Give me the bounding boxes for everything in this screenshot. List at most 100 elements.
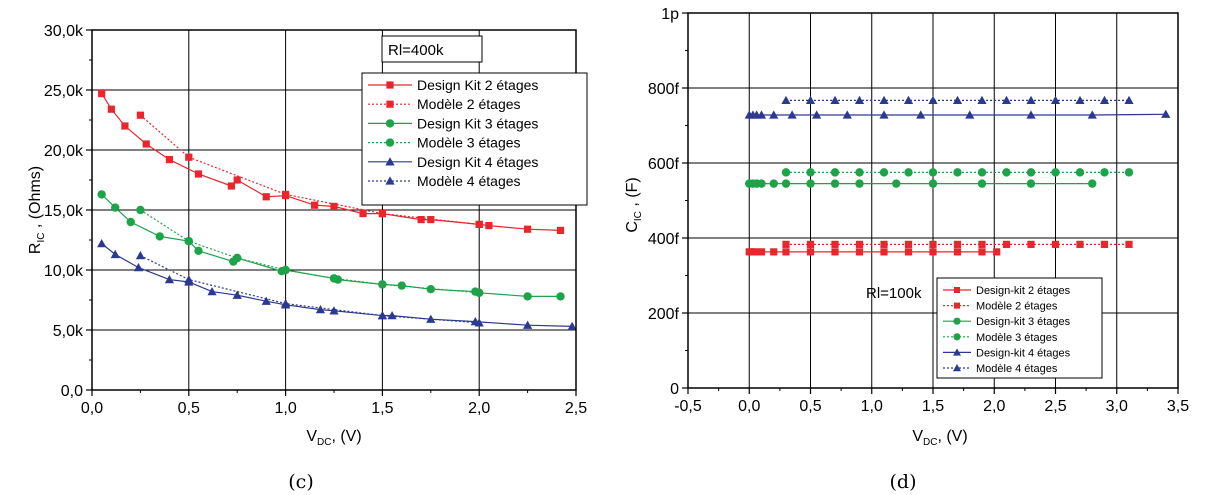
data-point bbox=[184, 237, 193, 246]
data-point bbox=[928, 95, 938, 105]
data-point bbox=[311, 201, 319, 209]
data-point bbox=[261, 296, 271, 305]
data-point bbox=[185, 153, 193, 161]
data-point bbox=[781, 168, 791, 177]
data-point bbox=[769, 110, 779, 119]
data-point bbox=[359, 210, 367, 218]
data-point bbox=[1088, 179, 1097, 188]
x-tick-label: 2,0 bbox=[468, 400, 490, 417]
data-point bbox=[1124, 95, 1134, 105]
data-point bbox=[329, 306, 339, 315]
y-tick-label: 25,0k bbox=[44, 83, 84, 100]
data-point bbox=[977, 168, 987, 177]
y-tick-label: 30,0k bbox=[44, 23, 84, 40]
data-point bbox=[417, 216, 425, 224]
data-point bbox=[751, 248, 759, 256]
data-point bbox=[475, 288, 484, 297]
data-point bbox=[194, 246, 203, 255]
series-6 bbox=[781, 95, 1134, 105]
data-point bbox=[377, 311, 387, 320]
chart-c-xlabel: VDC, (V) bbox=[306, 428, 361, 448]
data-point bbox=[110, 249, 120, 259]
data-point bbox=[387, 311, 397, 320]
data-point bbox=[282, 190, 290, 198]
data-point bbox=[1002, 240, 1011, 248]
data-point bbox=[831, 248, 839, 256]
x-tick-label: 1,0 bbox=[274, 400, 296, 417]
y-tick-label: 0 bbox=[670, 381, 679, 398]
legend-label: Design Kit 2 étages bbox=[417, 77, 538, 93]
series-4 bbox=[136, 205, 484, 297]
data-point bbox=[121, 122, 129, 130]
data-point bbox=[806, 240, 815, 248]
data-point bbox=[524, 225, 532, 233]
data-point bbox=[556, 226, 565, 234]
data-point bbox=[842, 110, 852, 119]
data-point bbox=[330, 202, 338, 210]
data-point bbox=[426, 314, 436, 323]
data-point bbox=[977, 179, 987, 188]
x-tick-label: 2,5 bbox=[565, 400, 587, 417]
y-tick-label: 15,0k bbox=[44, 203, 84, 220]
data-point bbox=[1002, 168, 1011, 177]
svg-text:CIC , (F): CIC , (F) bbox=[624, 177, 644, 232]
data-point bbox=[155, 232, 164, 241]
chart-c-ylabel: RIC , (Ohms) bbox=[27, 166, 47, 254]
data-point bbox=[831, 240, 839, 248]
series-5 bbox=[744, 109, 1171, 119]
chart-c: 0,0 0,5 1,0 1,5 2,0 2,5 0,0 5,0k 10,0k 15,0k 20,0k… bbox=[27, 23, 588, 493]
data-point bbox=[782, 248, 790, 256]
data-point bbox=[1075, 95, 1085, 105]
legend-marker bbox=[386, 81, 394, 89]
chart-c-annotation: Rl=400k bbox=[388, 42, 444, 59]
data-point bbox=[903, 95, 914, 105]
data-point bbox=[232, 290, 242, 299]
legend-label: Modèle 2 étages bbox=[417, 96, 521, 112]
y-tick-label: 600f bbox=[648, 156, 680, 173]
data-point bbox=[567, 321, 577, 331]
data-point bbox=[98, 90, 106, 98]
data-point bbox=[126, 217, 135, 227]
x-tick-label: 1,0 bbox=[861, 398, 883, 415]
data-point bbox=[965, 110, 975, 119]
legend-label: Modèle 4 étages bbox=[976, 363, 1058, 375]
legend-box bbox=[936, 277, 1103, 379]
y-tick-label: 20,0k bbox=[44, 143, 84, 160]
y-tick-label: 800f bbox=[648, 81, 680, 98]
data-point bbox=[855, 168, 864, 177]
chart-c-caption: (c) bbox=[288, 471, 313, 493]
series-4 bbox=[781, 168, 1134, 177]
data-point bbox=[879, 110, 889, 119]
data-point bbox=[978, 248, 986, 256]
data-point bbox=[207, 287, 217, 296]
data-point bbox=[133, 263, 144, 272]
data-point bbox=[474, 318, 484, 327]
y-tick-label: 5,0k bbox=[53, 323, 84, 340]
x-tick-label: 3,5 bbox=[1167, 398, 1189, 415]
legend-label: Modèle 2 étages bbox=[976, 301, 1058, 313]
data-point bbox=[97, 190, 106, 199]
data-point bbox=[135, 251, 145, 260]
data-point bbox=[812, 110, 822, 119]
data-point bbox=[916, 110, 926, 119]
data-point bbox=[315, 305, 326, 314]
legend-marker bbox=[953, 317, 961, 325]
data-point bbox=[929, 240, 937, 248]
data-point bbox=[781, 179, 791, 188]
data-point bbox=[1087, 110, 1097, 119]
data-point bbox=[806, 248, 815, 256]
data-point bbox=[427, 216, 435, 224]
x-tick-label: 0,5 bbox=[799, 398, 821, 415]
data-point bbox=[782, 240, 790, 248]
legend-marker bbox=[385, 157, 395, 166]
data-point bbox=[977, 95, 987, 105]
chart-d-legend: Design-kit 2 étages Modèle 2 étages Design… bbox=[936, 277, 1103, 379]
x-tick-label: 2,5 bbox=[1044, 398, 1066, 415]
data-point bbox=[475, 220, 483, 228]
data-point bbox=[978, 240, 986, 248]
data-point bbox=[953, 248, 962, 256]
series-3 bbox=[745, 179, 1097, 188]
y-tick-label: 200f bbox=[648, 306, 680, 323]
data-point bbox=[757, 248, 766, 256]
